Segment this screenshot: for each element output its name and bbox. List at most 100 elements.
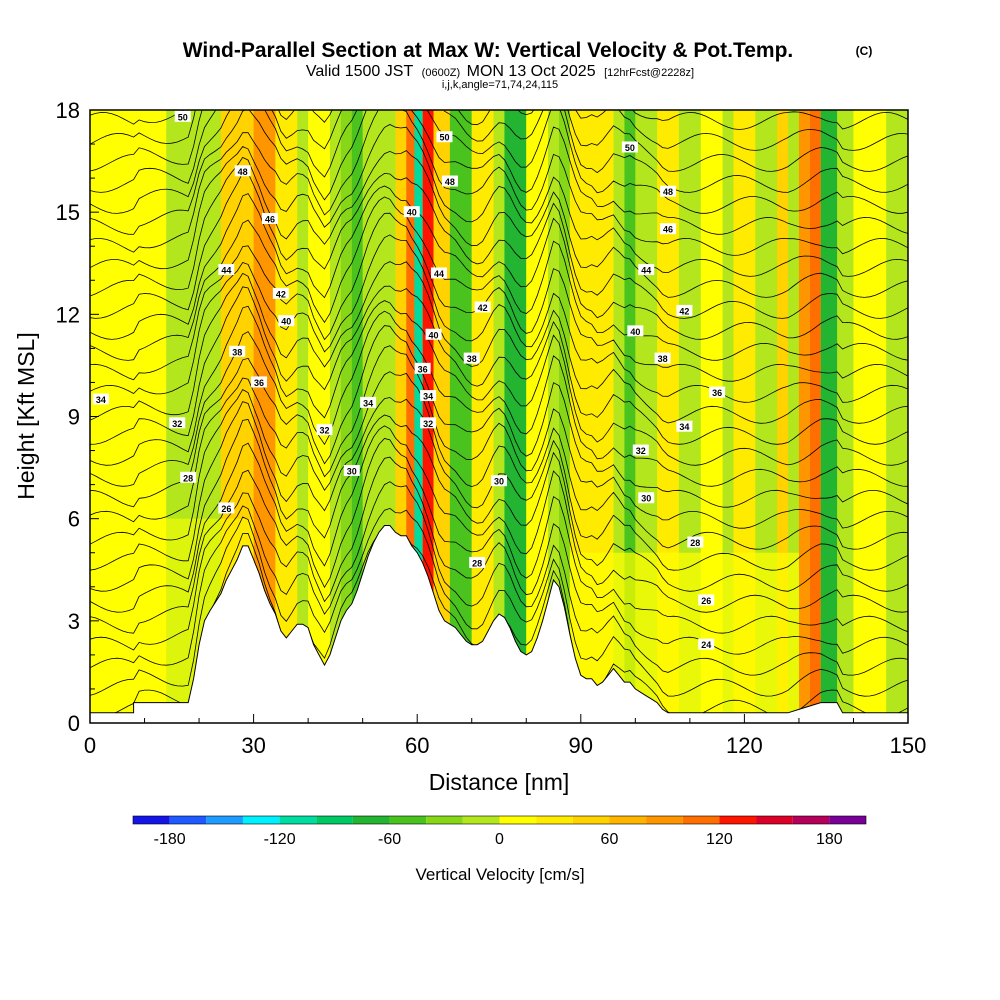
colorbar-frame bbox=[132, 815, 867, 825]
colorbar-tick-label: -60 bbox=[378, 831, 401, 848]
contour-label: 32 bbox=[423, 419, 433, 429]
x-tick-label: 120 bbox=[726, 733, 763, 758]
colorbar-segment bbox=[426, 816, 463, 824]
velocity-band bbox=[422, 110, 434, 723]
contour-label: 40 bbox=[281, 317, 291, 327]
velocity-band bbox=[275, 110, 298, 723]
colorbar-tick-label: 60 bbox=[601, 831, 619, 848]
theta-contour bbox=[90, 414, 908, 592]
theta-contour-labels: 50 48 46 44 42 40 38 36 34 32 32 34 30 28 26 50 48 40 44 42… bbox=[92, 110, 726, 650]
colorbar-segment bbox=[499, 816, 537, 824]
contour-label: 50 bbox=[625, 143, 635, 153]
contour-label-bg bbox=[218, 502, 235, 514]
contour-label: 34 bbox=[96, 395, 106, 405]
contour-label-bg bbox=[343, 464, 360, 476]
colorbar-tick-label: -180 bbox=[154, 831, 186, 848]
contour-label-bg bbox=[469, 556, 486, 568]
theta-contour bbox=[90, 397, 908, 571]
theta-contour bbox=[90, 150, 908, 298]
contour-label-bg bbox=[316, 424, 333, 436]
colorbar: -180 -120 -60 0 60 120 180 bbox=[132, 815, 867, 848]
contour-label: 30 bbox=[494, 477, 504, 487]
colorbar-segment bbox=[316, 816, 353, 824]
x-axis: 0 30 60 90 120 150 bbox=[84, 714, 926, 758]
y-axis: 0 3 6 9 12 15 18 bbox=[56, 98, 99, 736]
contour-label-bg bbox=[632, 444, 649, 456]
x-tick-label: 0 bbox=[84, 733, 96, 758]
contour-label-bg bbox=[621, 141, 638, 153]
velocity-band bbox=[351, 110, 363, 723]
theta-contour bbox=[90, 110, 908, 235]
velocity-band bbox=[504, 110, 527, 723]
theta-contour bbox=[90, 110, 908, 172]
contour-label: 50 bbox=[178, 112, 188, 122]
contour-label: 32 bbox=[636, 446, 646, 456]
subtitle-utc: (0600Z) bbox=[422, 67, 461, 79]
y-tick-label: 6 bbox=[68, 507, 80, 532]
theta-contour bbox=[90, 110, 908, 151]
contour-label-bg bbox=[698, 638, 715, 650]
colorbar-segment bbox=[352, 816, 390, 824]
contour-label-bg bbox=[474, 301, 491, 313]
colorbar-tick-label: 0 bbox=[495, 831, 504, 848]
theta-contour bbox=[90, 196, 908, 361]
theta-contour bbox=[90, 456, 908, 655]
contour-label-bg bbox=[251, 376, 268, 388]
contour-label: 40 bbox=[429, 330, 439, 340]
contour-label: 38 bbox=[467, 354, 477, 364]
contour-label: 34 bbox=[423, 392, 433, 402]
colorbar-segment bbox=[756, 816, 793, 824]
contour-label: 28 bbox=[183, 473, 193, 483]
contour-label: 34 bbox=[363, 398, 373, 408]
velocity-band bbox=[809, 110, 821, 723]
chart-subtitle: Valid 1500 JST (0600Z) MON 13 Oct 2025 [… bbox=[306, 63, 694, 80]
contour-label: 26 bbox=[221, 504, 231, 514]
contour-label-bg bbox=[431, 267, 448, 279]
contour-label: 48 bbox=[238, 167, 248, 177]
y-tick-label: 12 bbox=[56, 302, 80, 327]
x-tick-label: 30 bbox=[241, 733, 265, 758]
contour-label: 40 bbox=[630, 327, 640, 337]
colorbar-segment bbox=[279, 816, 317, 824]
y-tick-label: 3 bbox=[68, 609, 80, 634]
colorbar-segment bbox=[242, 816, 280, 824]
contour-label: 24 bbox=[701, 640, 711, 650]
contour-label-bg bbox=[660, 185, 677, 197]
theta-contour bbox=[90, 325, 908, 508]
velocity-band bbox=[433, 110, 450, 723]
velocity-band bbox=[798, 110, 810, 723]
contour-label: 38 bbox=[658, 354, 668, 364]
contour-label-bg bbox=[638, 264, 655, 276]
terrain bbox=[90, 525, 908, 723]
x-axis-label: Distance [nm] bbox=[429, 769, 570, 795]
grid-indices: i,j,k,angle=71,74,24,115 bbox=[442, 79, 558, 91]
colorbar-segment bbox=[829, 816, 866, 824]
velocity-band bbox=[308, 110, 330, 723]
theta-contour bbox=[90, 285, 908, 445]
theta-contour bbox=[90, 110, 908, 130]
contour-label-bg bbox=[272, 287, 289, 299]
contour-label-bg bbox=[463, 352, 480, 364]
contour-label-bg bbox=[234, 165, 251, 177]
contour-label: 36 bbox=[254, 378, 264, 388]
velocity-band bbox=[414, 110, 423, 723]
velocity-band bbox=[340, 110, 352, 723]
colorbar-segment bbox=[462, 816, 500, 824]
colorbar-segment bbox=[609, 816, 647, 824]
plot-area: 50 48 46 44 42 40 38 36 34 32 32 34 30 28 26 50 48 40 44 42… bbox=[90, 110, 908, 723]
contour-label: 30 bbox=[641, 494, 651, 504]
contour-label: 36 bbox=[712, 388, 722, 398]
contour-label-bg bbox=[414, 362, 431, 374]
colorbar-tick-label: 120 bbox=[706, 831, 733, 848]
x-tick-label: 150 bbox=[890, 733, 927, 758]
theta-contour bbox=[90, 110, 908, 193]
colorbar-segment bbox=[536, 816, 573, 824]
theta-contour bbox=[90, 110, 908, 214]
velocity-band bbox=[526, 110, 549, 723]
theta-contour bbox=[90, 185, 908, 340]
contour-label-bg bbox=[660, 223, 677, 235]
contour-label: 26 bbox=[701, 596, 711, 606]
theta-contours bbox=[90, 110, 908, 718]
velocity-band bbox=[558, 110, 570, 723]
subtitle-forecast: [12hrFcst@2228z] bbox=[604, 67, 694, 79]
